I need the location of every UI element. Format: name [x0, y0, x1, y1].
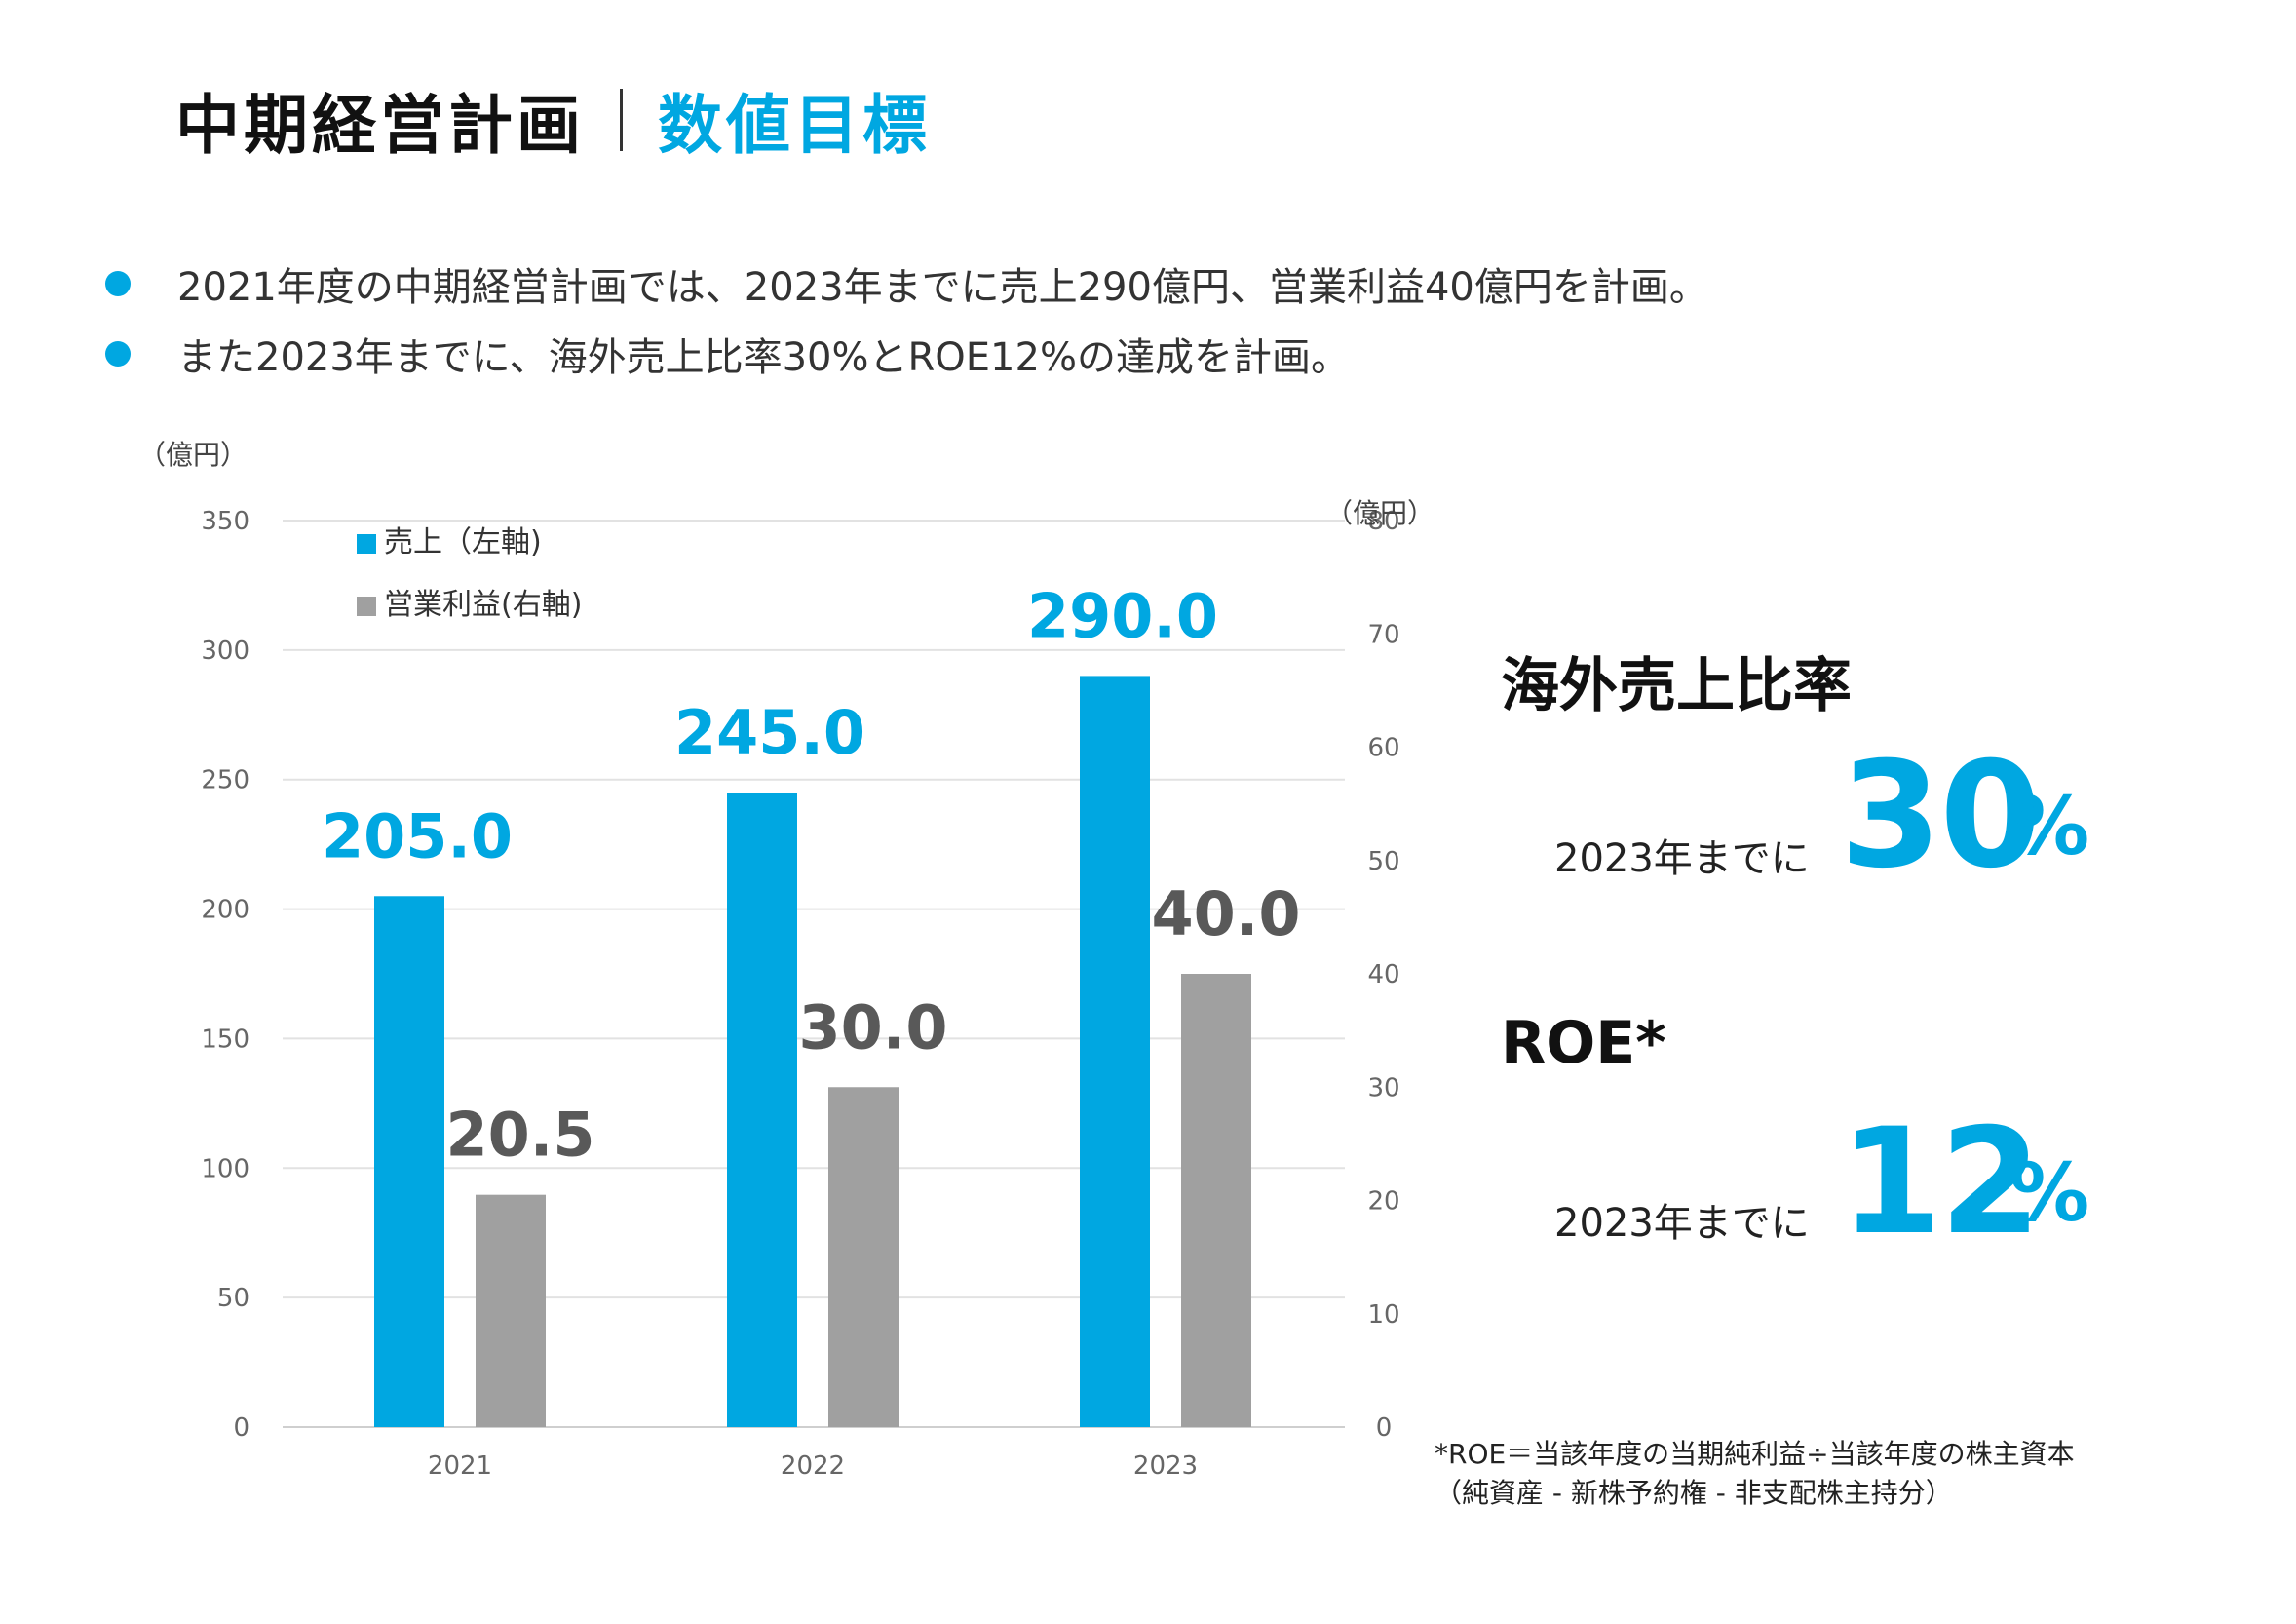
page-title: 中期経営計画 数値目標 — [175, 76, 931, 164]
footnote: *ROE＝当該年度の当期純利益÷当該年度の株主資本 （純資産 - 新株予約権 -… — [1435, 1435, 2075, 1513]
y-left-tick-label: 300 — [201, 637, 249, 666]
title-divider — [620, 89, 623, 151]
kpi-value-roe: 12 — [1840, 1098, 2042, 1267]
y-left-tick-label: 50 — [217, 1284, 249, 1313]
y-left-unit-label: （億円） — [138, 439, 248, 471]
bullet-text: また2023年までに、海外売上比率30%とROE12%の達成を計画。 — [177, 335, 1350, 380]
kpi-heading-overseas: 海外売上比率 — [1501, 652, 1852, 720]
kpi-unit-overseas: % — [2009, 781, 2090, 873]
kpi-unit-roe: % — [2009, 1147, 2090, 1240]
y-right-tick-label: 30 — [1367, 1073, 1399, 1102]
data-label-operating-profit: 30.0 — [799, 991, 948, 1063]
y-right-tick-label: 80 — [1367, 507, 1399, 536]
bullet-item: 2021年度の中期経営計画では、2023年までに売上290億円、営業利益40億円… — [105, 249, 1708, 319]
bullet-list: 2021年度の中期経営計画では、2023年までに売上290億円、営業利益40億円… — [105, 249, 1708, 389]
legend-label: 営業利益(右軸) — [384, 588, 582, 622]
y-left-tick-label: 250 — [201, 766, 249, 795]
footnote-line-2: （純資産 - 新株予約権 - 非支配株主持分） — [1435, 1477, 1953, 1509]
bar-sales — [1080, 676, 1150, 1427]
bar-sales — [374, 896, 444, 1427]
y-right-tick-label: 40 — [1367, 960, 1399, 989]
y-left-tick-label: 200 — [201, 896, 249, 925]
legend-swatch-icon — [357, 597, 376, 616]
bar-operating-profit — [828, 1087, 899, 1427]
y-right-unit-label: （億円） — [1325, 497, 1435, 529]
bar-operating-profit — [1181, 974, 1251, 1427]
y-right-tick-label: 50 — [1367, 847, 1399, 876]
y-right-tick-label: 60 — [1367, 734, 1399, 763]
legend-swatch-icon — [357, 534, 376, 554]
kpi-note-overseas: 2023年までに — [1554, 836, 1810, 881]
kpi-heading-roe: ROE* — [1501, 1009, 1666, 1077]
title-subtitle: 数値目標 — [658, 88, 931, 163]
bullet-text: 2021年度の中期経営計画では、2023年までに売上290億円、営業利益40億円… — [177, 265, 1708, 310]
y-right-tick-label: 10 — [1367, 1300, 1399, 1330]
data-label-operating-profit: 40.0 — [1152, 878, 1301, 949]
bar-operating-profit — [476, 1194, 546, 1427]
footnote-line-1: *ROE＝当該年度の当期純利益÷当該年度の株主資本 — [1435, 1438, 2075, 1470]
kpi-note-roe: 2023年までに — [1554, 1201, 1810, 1246]
bullet-dot-icon — [105, 271, 131, 296]
y-right-tick-label: 20 — [1367, 1187, 1399, 1217]
legend-label: 売上（左軸) — [384, 525, 542, 560]
x-tick-label: 2021 — [428, 1451, 492, 1481]
title-main: 中期経営計画 — [175, 88, 585, 163]
bullet-dot-icon — [105, 341, 131, 367]
x-tick-label: 2023 — [1133, 1451, 1198, 1481]
bar-chart: 05010015020025030035001020304050607080（億… — [138, 439, 1435, 1481]
bullet-item: また2023年までに、海外売上比率30%とROE12%の達成を計画。 — [105, 319, 1708, 389]
y-left-tick-label: 100 — [201, 1154, 249, 1183]
data-label-operating-profit: 20.5 — [446, 1100, 595, 1171]
bar-sales — [727, 793, 797, 1427]
y-left-tick-label: 150 — [201, 1025, 249, 1054]
data-label-sales: 245.0 — [674, 697, 865, 768]
y-right-tick-label: 0 — [1376, 1413, 1393, 1443]
y-left-tick-label: 350 — [201, 507, 249, 536]
x-tick-label: 2022 — [781, 1451, 845, 1481]
data-label-sales: 290.0 — [1027, 580, 1218, 651]
kpi-value-overseas: 30 — [1840, 731, 2042, 901]
y-right-tick-label: 70 — [1367, 620, 1399, 649]
y-left-tick-label: 0 — [233, 1413, 249, 1443]
data-label-sales: 205.0 — [322, 800, 513, 871]
